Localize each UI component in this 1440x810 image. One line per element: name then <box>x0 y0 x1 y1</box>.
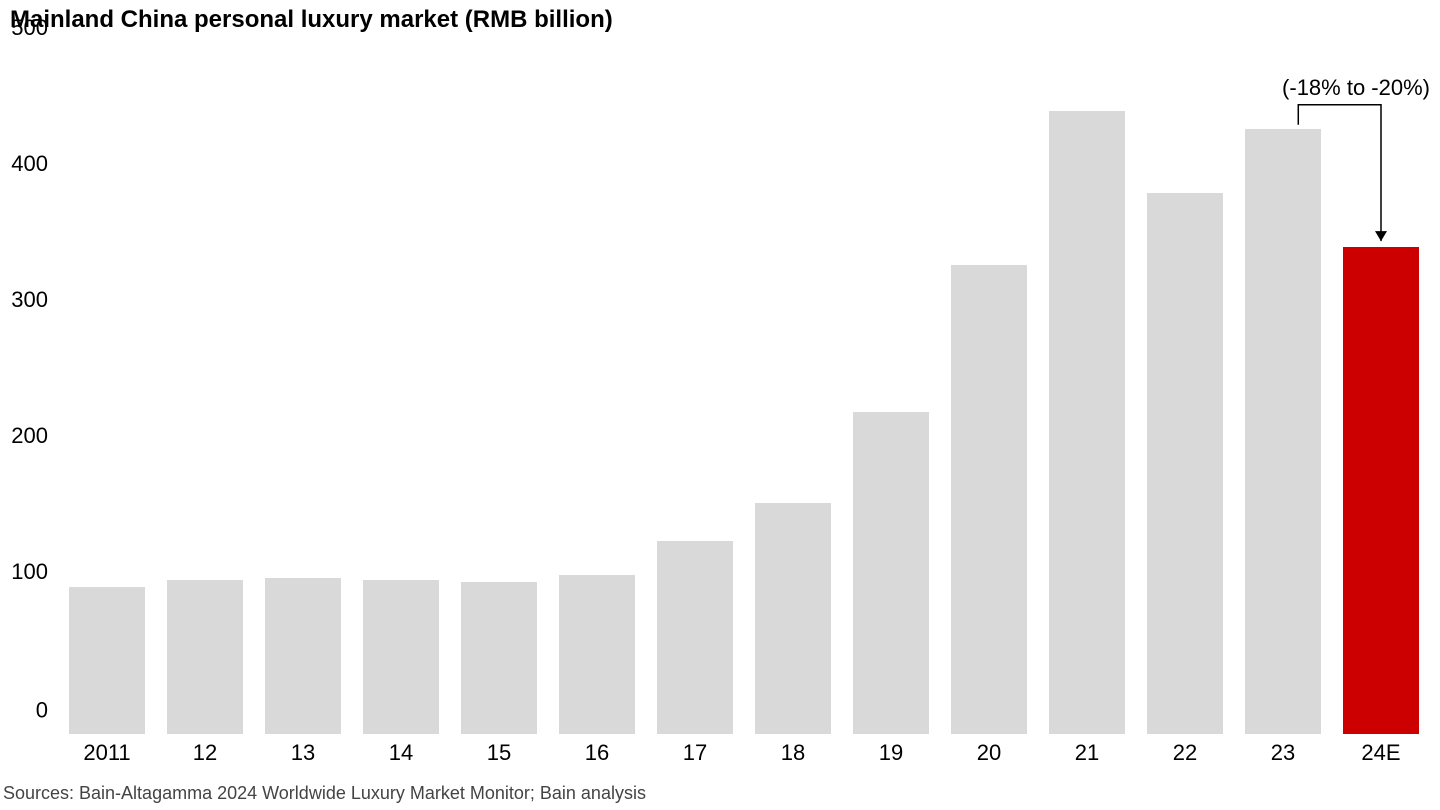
y-tick-label: 500 <box>11 15 48 41</box>
y-tick-label: 400 <box>11 151 48 177</box>
chart-sources: Sources: Bain-Altagamma 2024 Worldwide L… <box>3 783 646 804</box>
x-tick-label: 14 <box>389 740 413 766</box>
x-tick-label: 21 <box>1075 740 1099 766</box>
x-tick-label: 22 <box>1173 740 1197 766</box>
y-tick-label: 300 <box>11 287 48 313</box>
x-tick-label: 2011 <box>83 740 130 766</box>
x-tick-label: 16 <box>585 740 609 766</box>
x-tick-label: 20 <box>977 740 1001 766</box>
annotation-label: (-18% to -20%) <box>1282 75 1430 101</box>
x-tick-label: 13 <box>291 740 315 766</box>
chart-title: Mainland China personal luxury market (R… <box>10 6 613 34</box>
y-tick-label: 200 <box>11 423 48 449</box>
x-tick-label: 18 <box>781 740 805 766</box>
chart-x-axis: 2011 12 13 14 15 16 17 18 19 20 21 22 23 24E <box>58 740 1430 770</box>
y-tick-label: 0 <box>36 698 48 724</box>
x-tick-label: 24E <box>1361 740 1400 766</box>
annotation-arrow <box>58 54 1430 734</box>
x-tick-label: 15 <box>487 740 511 766</box>
y-tick-label: 100 <box>11 559 48 585</box>
x-tick-label: 23 <box>1271 740 1295 766</box>
x-tick-label: 12 <box>193 740 217 766</box>
x-tick-label: 17 <box>683 740 707 766</box>
x-tick-label: 19 <box>879 740 903 766</box>
chart-plot-area: (-18% to -20%) 0100200300400500 <box>58 54 1430 734</box>
